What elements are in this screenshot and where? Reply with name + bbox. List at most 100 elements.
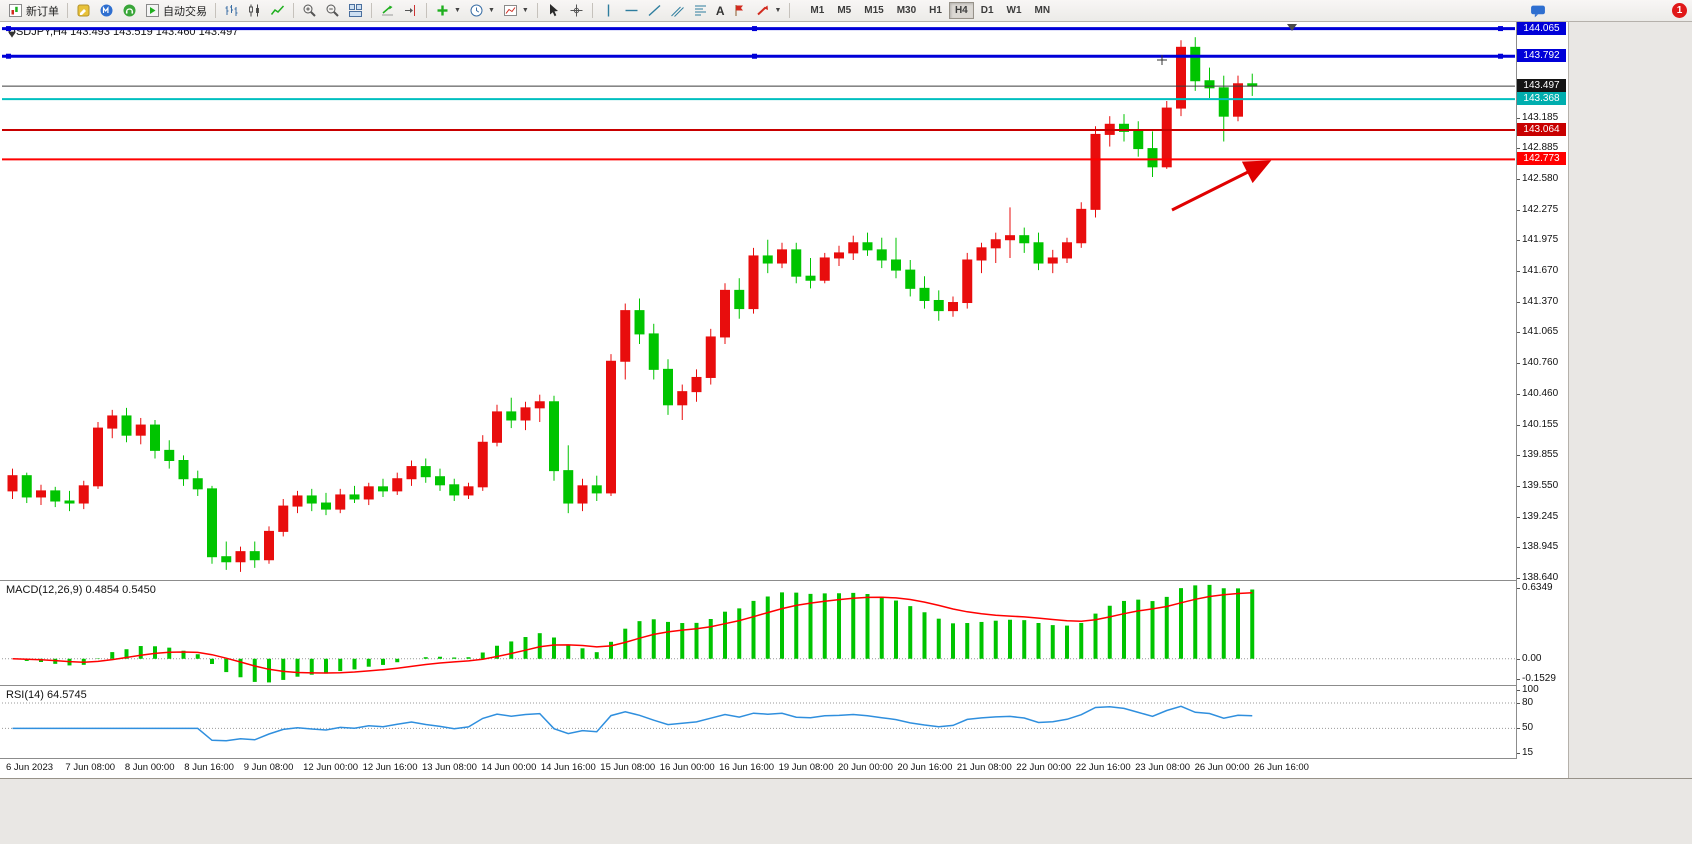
pane-separator[interactable]: [0, 685, 1568, 686]
market-button[interactable]: [118, 2, 141, 20]
shift-marker[interactable]: [1287, 24, 1297, 31]
candle: [349, 494, 360, 500]
candle: [734, 289, 745, 310]
line-handle[interactable]: [1498, 26, 1503, 32]
candle: [748, 255, 759, 310]
candle: [235, 551, 246, 563]
chat-icon: [1531, 5, 1545, 18]
line-chart-button[interactable]: [266, 2, 289, 20]
templates-button[interactable]: ▼: [499, 2, 533, 20]
candle: [848, 242, 859, 254]
time-axis-label: 21 Jun 08:00: [956, 762, 1012, 773]
time-axis-label: 26 Jun 00:00: [1194, 762, 1250, 773]
toolbar-separator: [67, 3, 68, 18]
price-tick-label: 141.670: [1516, 265, 1559, 277]
fibonacci-button[interactable]: [689, 2, 712, 20]
line-handle[interactable]: [1498, 53, 1503, 59]
toolbar-separator: [371, 3, 372, 18]
candle: [534, 401, 545, 409]
candle: [449, 484, 460, 496]
zoom-in-button[interactable]: [298, 2, 321, 20]
candle: [264, 530, 274, 561]
autotrading-button[interactable]: 自动交易: [141, 2, 211, 20]
text-button[interactable]: A: [712, 2, 729, 20]
time-axis[interactable]: 6 Jun 2023 7 Jun 08:00 8 Jun 00:00 8 Jun 16…: [0, 759, 1516, 778]
price-tick-label: 141.370: [1516, 295, 1559, 307]
time-axis-label: 22 Jun 00:00: [1016, 762, 1072, 773]
candle: [492, 411, 502, 443]
timeframe-button-m1[interactable]: M1: [804, 2, 830, 19]
arrow-annotation[interactable]: [1171, 160, 1272, 212]
candle: [620, 310, 631, 362]
line-handle[interactable]: [752, 53, 757, 59]
timeframe-button-d1[interactable]: D1: [975, 2, 1000, 19]
price-axis[interactable]: 143.185 142.885 142.580 142.275 141.975 141.6…: [1516, 21, 1568, 778]
time-axis-label: 8 Jun 16:00: [184, 762, 234, 773]
rsi-pane[interactable]: [0, 686, 1516, 758]
chart-shift-icon: [405, 5, 415, 16]
candle: [1047, 257, 1058, 264]
price-tick-label: 139.245: [1516, 510, 1559, 522]
rsi-line: [12, 705, 1253, 742]
candle: [221, 556, 232, 563]
candle: [1119, 123, 1129, 132]
timeframe-button-h1[interactable]: H1: [923, 2, 948, 19]
new-order-button[interactable]: 新订单: [4, 2, 63, 20]
candle: [1218, 87, 1229, 117]
candle: [720, 289, 730, 338]
metaeditor-icon: [77, 4, 90, 17]
cursor-button[interactable]: [542, 2, 565, 20]
mql5-community-button[interactable]: [95, 2, 118, 20]
indicators-button[interactable]: ▼: [431, 2, 465, 20]
auto-scroll-button[interactable]: [376, 2, 399, 20]
zoom-out-button[interactable]: [321, 2, 344, 20]
pane-separator[interactable]: [0, 758, 1568, 759]
tile-windows-button[interactable]: [344, 2, 367, 20]
candle: [1133, 130, 1144, 150]
new-order-icon: [9, 4, 22, 17]
time-axis-label: 13 Jun 08:00: [422, 762, 477, 773]
macd-pane[interactable]: [0, 581, 1516, 685]
time-axis-label: 7 Jun 08:00: [65, 762, 116, 773]
timeframe-button-mn[interactable]: MN: [1029, 2, 1057, 19]
channel-button[interactable]: [666, 2, 689, 20]
timeframe-button-m15[interactable]: M15: [858, 2, 889, 19]
chart-shift-button[interactable]: [399, 2, 422, 20]
text-label-button[interactable]: [728, 2, 751, 20]
horizontal-line-button[interactable]: [620, 2, 643, 20]
arrows-tool-button[interactable]: ▼: [751, 2, 785, 20]
price-tick-label: 140.155: [1516, 418, 1559, 430]
candle: [1190, 46, 1201, 82]
time-axis-label: 26 Jun 16:00: [1254, 762, 1309, 773]
trendline-button[interactable]: [643, 2, 666, 20]
candle: [378, 486, 388, 492]
metaeditor-button[interactable]: [72, 2, 95, 20]
crosshair-button[interactable]: [565, 2, 588, 20]
line-handle[interactable]: [6, 53, 11, 59]
candle: [762, 255, 773, 264]
candle: [1176, 46, 1186, 109]
line-handle[interactable]: [752, 26, 757, 32]
timeframe-button-m5[interactable]: M5: [831, 2, 857, 19]
timeframe-button-m30[interactable]: M30: [891, 2, 922, 19]
chat-button[interactable]: [1530, 3, 1546, 19]
price-chart[interactable]: USDJPY,H4 143.493 143.519 143.460 143.49…: [0, 22, 1516, 580]
notification-badge[interactable]: 1: [1672, 3, 1687, 18]
vertical-line-button[interactable]: [597, 2, 620, 20]
price-tag: 143.497: [1517, 79, 1566, 93]
time-axis-label: 20 Jun 00:00: [838, 762, 893, 773]
line-handle[interactable]: [6, 26, 11, 32]
timeframe-button-w1[interactable]: W1: [1001, 2, 1028, 19]
candle: [976, 247, 987, 261]
timeframe-bar: M1 M5 M15 M30 H1 H4 D1 W1 MN: [804, 2, 1056, 19]
candlestick-chart-button[interactable]: [243, 2, 266, 20]
candle: [891, 259, 901, 271]
price-tick-label: 141.065: [1516, 326, 1559, 338]
periods-button[interactable]: ▼: [465, 2, 499, 20]
pane-separator[interactable]: [0, 580, 1568, 581]
candle: [435, 476, 445, 486]
bar-chart-button[interactable]: [220, 2, 243, 20]
candle: [648, 333, 659, 370]
timeframe-button-h4[interactable]: H4: [948, 2, 974, 19]
candle: [477, 441, 488, 488]
